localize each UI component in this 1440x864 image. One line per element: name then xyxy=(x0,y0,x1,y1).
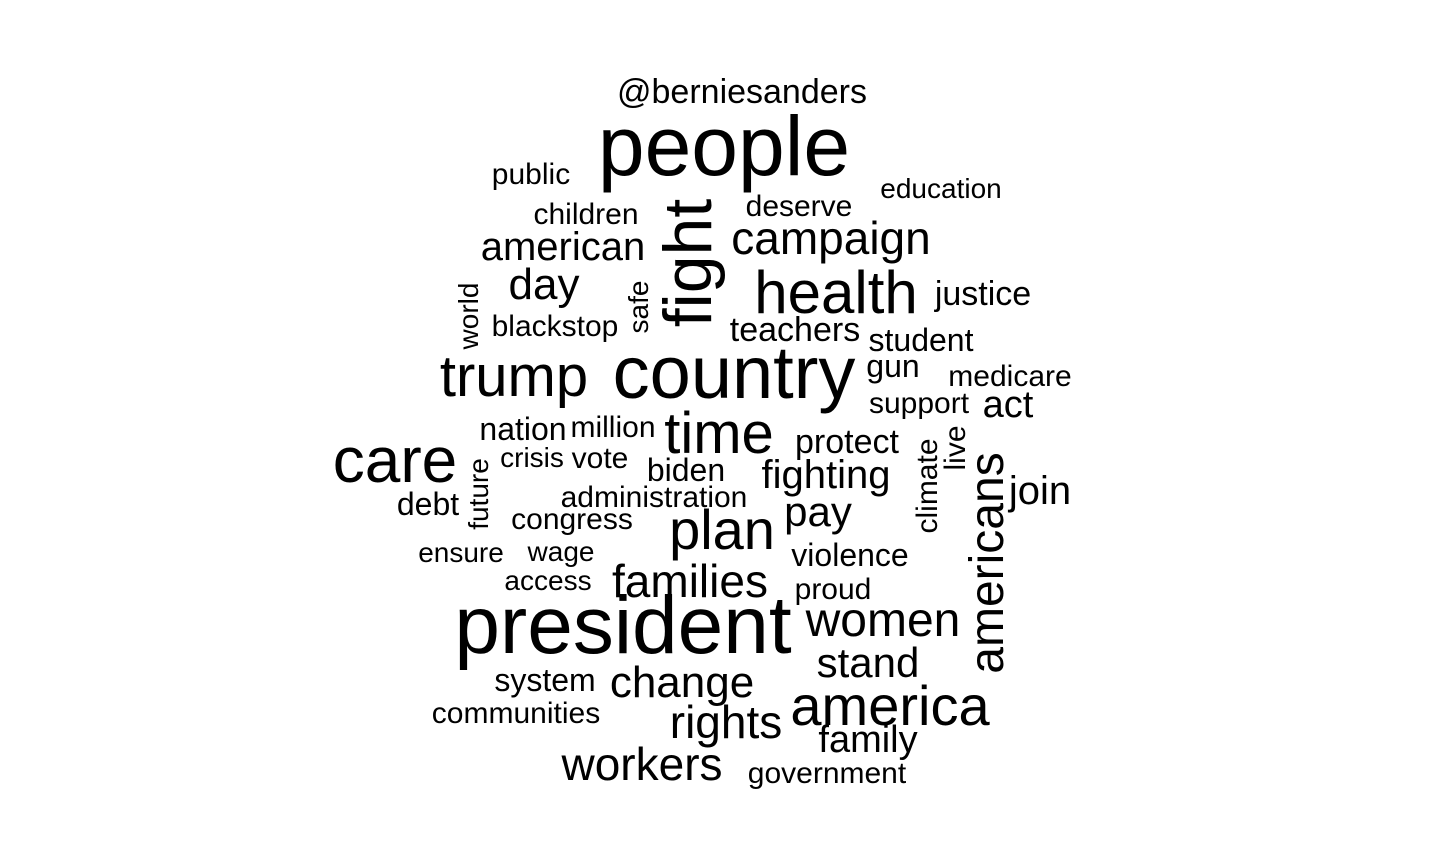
word-health: health xyxy=(754,259,918,326)
word-congress: congress xyxy=(511,503,633,536)
word-rights: rights xyxy=(669,696,783,748)
word-justice: justice xyxy=(934,275,1032,313)
word-world: world xyxy=(453,282,484,350)
word-time: time xyxy=(664,401,774,466)
word-women: women xyxy=(805,594,961,647)
word-deserve: deserve xyxy=(745,190,853,223)
word-change: change xyxy=(609,658,755,707)
word-blackstop: blackstop xyxy=(491,310,619,343)
word-teachers: teachers xyxy=(729,311,861,349)
word-pay: pay xyxy=(784,488,852,535)
word-future: future xyxy=(463,458,494,530)
word-education: education xyxy=(880,173,1002,204)
word-crisis: crisis xyxy=(500,442,564,473)
word-people: people xyxy=(597,99,851,193)
word-government: government xyxy=(747,757,907,790)
word-workers: workers xyxy=(561,738,723,790)
word-families: families xyxy=(612,555,768,607)
word-president: president xyxy=(454,580,792,671)
word-berniesanders: @berniesanders xyxy=(617,73,867,111)
word-vote: vote xyxy=(571,442,629,475)
word-ensure: ensure xyxy=(418,537,504,568)
word-proud: proud xyxy=(794,573,872,606)
word-join: join xyxy=(1008,469,1072,513)
word-administration: administration xyxy=(560,481,748,514)
word-gun: gun xyxy=(866,348,920,384)
word-million: million xyxy=(570,411,656,444)
word-family: family xyxy=(818,719,918,761)
word-system: system xyxy=(494,662,596,698)
word-safe: safe xyxy=(623,280,654,334)
word-care: care xyxy=(332,424,458,496)
word-americans: americans xyxy=(961,452,1014,674)
word-stand: stand xyxy=(816,639,920,686)
word-children: children xyxy=(533,198,639,231)
word-plan: plan xyxy=(669,498,775,561)
word-america: america xyxy=(790,674,990,737)
word-act: act xyxy=(982,384,1034,426)
word-trump: trump xyxy=(439,344,589,409)
word-country: country xyxy=(612,331,856,414)
word-wage: wage xyxy=(527,536,595,567)
word-fighting: fighting xyxy=(761,453,891,497)
word-medicare: medicare xyxy=(948,360,1072,393)
word-debt: debt xyxy=(396,486,460,522)
word-biden: biden xyxy=(646,452,726,488)
word-public: public xyxy=(491,158,571,191)
word-fight: fight xyxy=(650,198,726,328)
word-nation: nation xyxy=(479,411,567,447)
word-violence: violence xyxy=(791,537,909,573)
word-access: access xyxy=(504,565,592,596)
word-support: support xyxy=(868,387,970,420)
word-student: student xyxy=(868,322,974,358)
word-day: day xyxy=(508,260,580,309)
word-communities: communities xyxy=(431,697,601,730)
word-campaign: campaign xyxy=(731,212,931,264)
word-american: american xyxy=(480,225,646,269)
word-protect: protect xyxy=(795,423,899,461)
